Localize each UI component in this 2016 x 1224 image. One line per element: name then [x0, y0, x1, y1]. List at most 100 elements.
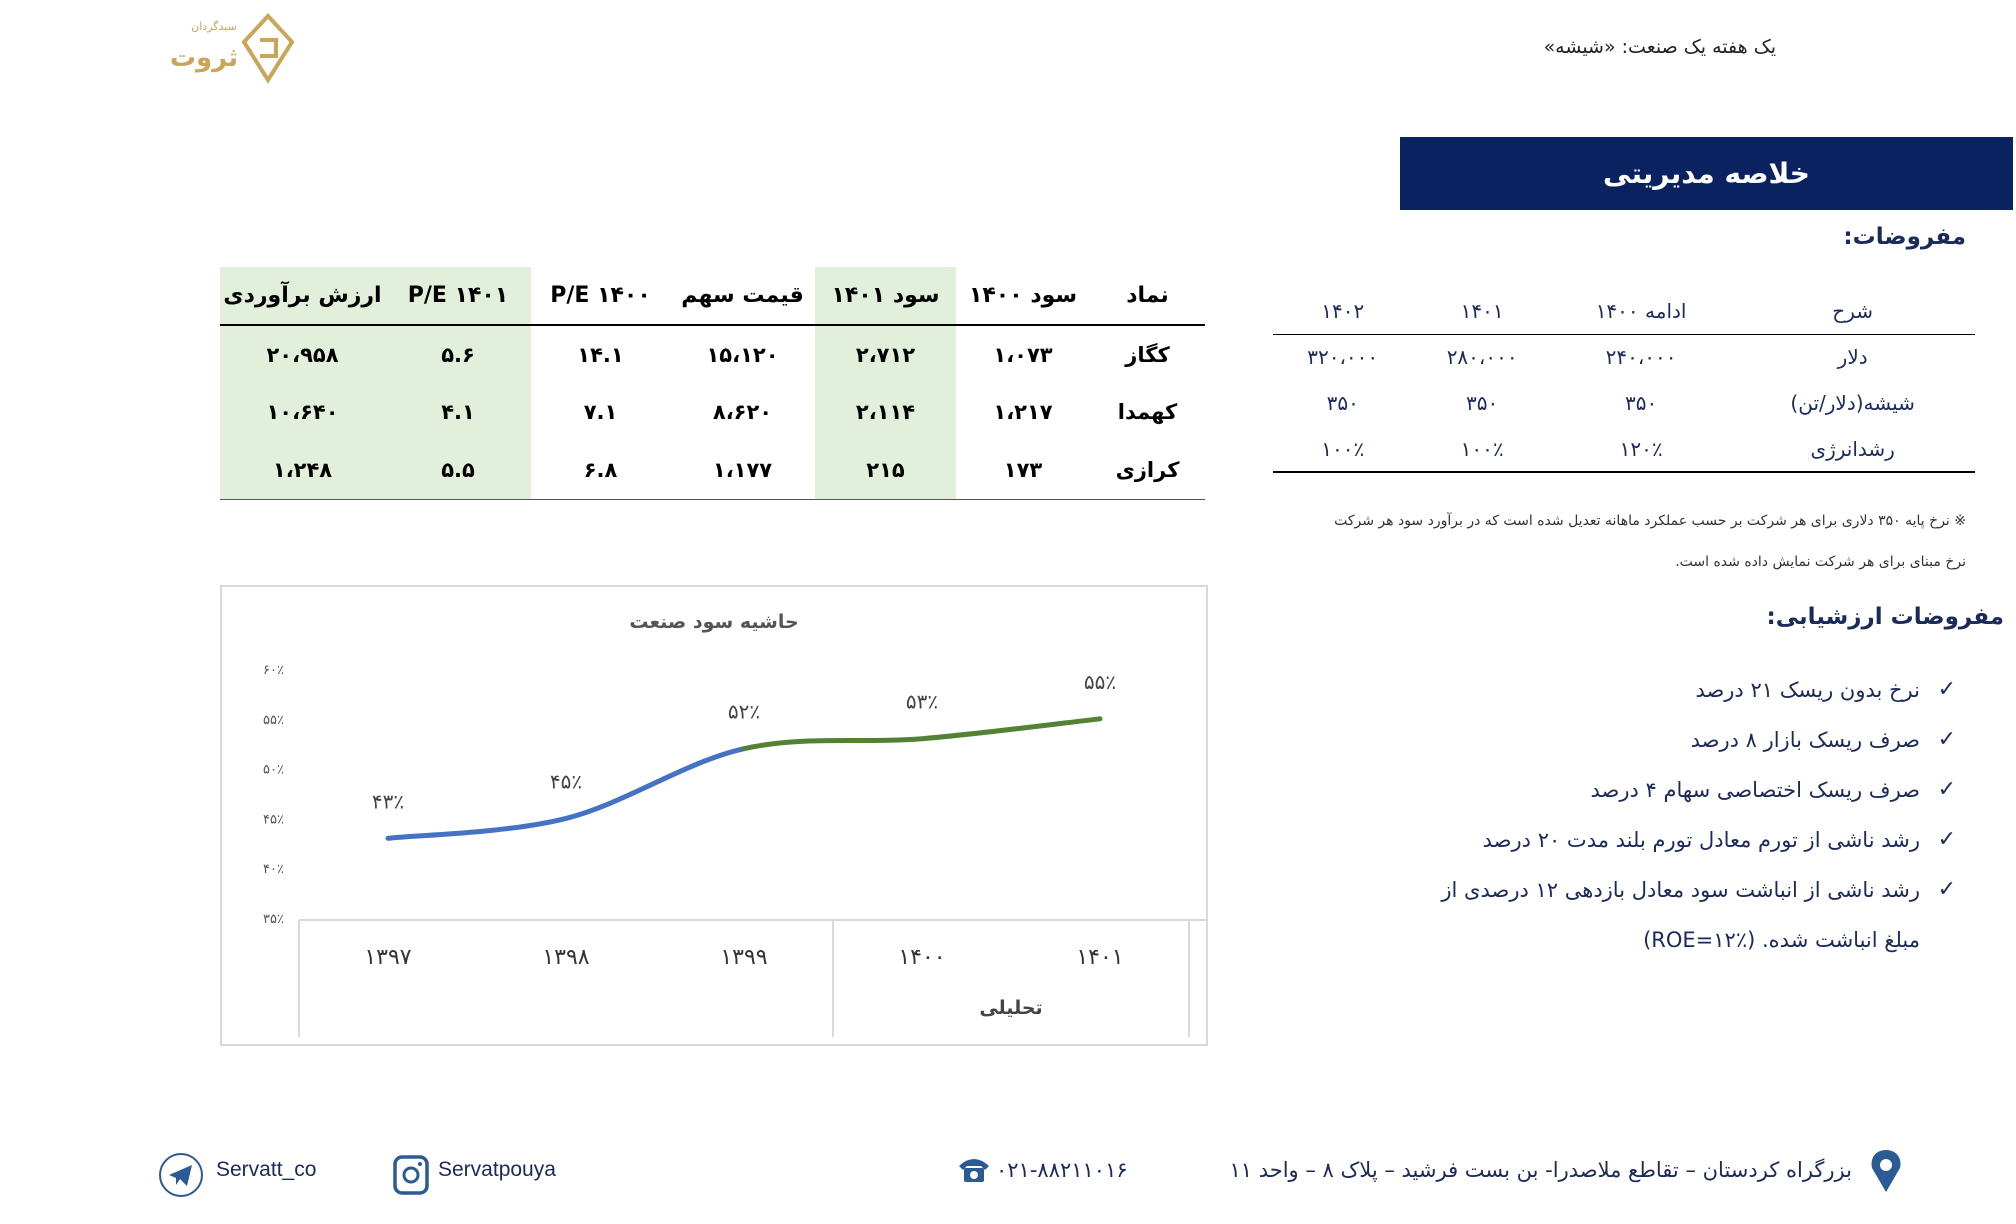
instagram-icon[interactable] — [392, 1154, 430, 1196]
valuation-heading: مفروضات ارزشیابی: — [1766, 604, 2005, 630]
table-row: رشدانرژی ۱۲۰٪ ۱۰۰٪ ۱۰۰٪ — [1273, 426, 1975, 473]
svg-text:سبدگردان: سبدگردان — [191, 20, 237, 33]
check-icon: ✓ — [1937, 777, 1956, 802]
x-tick-label: ۱۴۰۱ — [1076, 945, 1123, 970]
telegram-handle[interactable]: Servatt_co — [216, 1158, 317, 1181]
table-header-row: شرح ادامه ۱۴۰۰ ۱۴۰۱ ۱۴۰۲ — [1273, 288, 1975, 335]
data-label: ۵۳٪ — [906, 690, 938, 714]
cell: ۳۵۰ — [1326, 391, 1359, 415]
table-row: شیشه(دلار/تن) ۳۵۰ ۳۵۰ ۳۵۰ — [1273, 380, 1975, 426]
footnote-line-2: نرخ مبنای برای هر شرکت نمایش داده شده اس… — [1675, 554, 1966, 570]
list-item: ✓ صرف ریسک بازار ۸ درصد — [1441, 715, 1956, 765]
cell: ۱۰،۶۴۰ — [220, 383, 385, 441]
cell: ۳۲۰،۰۰۰ — [1307, 345, 1379, 370]
table-row: کگاز ۱،۰۷۳ ۲،۷۱۲ ۱۵،۱۲۰ ۱۴.۱ ۵.۶ ۲۰،۹۵۸ — [220, 325, 1205, 383]
column-header: سود ۱۴۰۱ — [815, 267, 956, 326]
check-icon: ✓ — [1937, 877, 1956, 902]
check-icon: ✓ — [1937, 827, 1956, 852]
column-header: سود ۱۴۰۰ — [956, 267, 1090, 326]
x-tick-label: ۱۳۹۷ — [364, 945, 411, 970]
x-group-label: تحلیلی — [979, 997, 1042, 1019]
cell: ۲۱۵ — [815, 441, 956, 500]
chart-title: حاشیه سود صنعت — [629, 611, 799, 633]
column-header: شرح — [1730, 288, 1975, 335]
y-tick-label: ۴۵٪ — [263, 812, 284, 827]
cell: ۲،۷۱۲ — [815, 325, 956, 383]
phone-number: ۰۲۱-۸۸۲۱۱۰۱۶ — [996, 1158, 1128, 1182]
y-tick-label: ۶۰٪ — [263, 663, 284, 678]
list-item-text: نرخ بدون ریسک ۲۱ درصد — [1695, 678, 1920, 702]
location-pin-icon — [1871, 1150, 1901, 1192]
column-header: قیمت سهم — [670, 267, 815, 326]
column-header: ۱۴۰۱ — [1412, 288, 1552, 335]
cell: کهمدا — [1117, 400, 1178, 424]
check-icon: ✓ — [1937, 727, 1956, 752]
data-label: ۵۲٪ — [728, 700, 760, 724]
profit-margin-chart: حاشیه سود صنعت ۶۰٪ ۵۵٪ ۵۰٪ ۴۵٪ ۴۰٪ ۳۵٪ ۱۳۹۷ ۱۳۹… — [220, 585, 1208, 1046]
cell: ۱۴.۱ — [577, 342, 624, 367]
cell: ۲۴۰،۰۰۰ — [1605, 345, 1677, 370]
x-tick-label: ۱۳۹۹ — [720, 945, 767, 970]
assumptions-table: شرح ادامه ۱۴۰۰ ۱۴۰۱ ۱۴۰۲ دلار ۲۴۰،۰۰۰ ۲۸۰،… — [1273, 288, 1975, 473]
cell: ۲،۱۱۴ — [815, 383, 956, 441]
table-row: دلار ۲۴۰،۰۰۰ ۲۸۰،۰۰۰ ۳۲۰،۰۰۰ — [1273, 334, 1975, 380]
table-row: کهمدا ۱،۲۱۷ ۲،۱۱۴ ۸،۶۲۰ ۷.۱ ۴.۱ ۱۰،۶۴۰ — [220, 383, 1205, 441]
cell: ۶.۸ — [531, 441, 670, 500]
cell: رشدانرژی — [1730, 426, 1975, 473]
table-header-row: نماد سود ۱۴۰۰ سود ۱۴۰۱ قیمت سهم P/E ۱۴۰۰… — [220, 267, 1205, 326]
cell: ۵.۵ — [385, 441, 531, 500]
data-label: ۴۳٪ — [372, 789, 404, 813]
cell: ۴.۱ — [385, 383, 531, 441]
section-banner: خلاصه مدیریتی — [1400, 137, 2013, 210]
cell: دلار — [1837, 345, 1868, 370]
company-logo: سبدگردان ثروت — [160, 8, 300, 84]
data-label: ۵۵٪ — [1084, 670, 1116, 694]
list-item: ✓ نرخ بدون ریسک ۲۱ درصد — [1441, 665, 1956, 715]
assumptions-heading: مفروضات: — [1843, 224, 1966, 250]
list-item-continuation: مبلغ انباشت شده. (ROE=۱۲٪) — [1643, 928, 1920, 952]
data-label: ۴۵٪ — [550, 769, 582, 793]
cell: ۱۷۳ — [956, 441, 1090, 500]
valuation-list: ✓ نرخ بدون ریسک ۲۱ درصد ✓ صرف ریسک بازار ۸… — [1441, 665, 1956, 965]
column-header: ادامه ۱۴۰۰ — [1551, 288, 1731, 335]
chart-plot: ۶۰٪ ۵۵٪ ۵۰٪ ۴۵٪ ۴۰٪ ۳۵٪ ۱۳۹۷ ۱۳۹۸ ۱۳۹۹ ۱۴۰۰ ۱۴۰۱ تح… — [263, 663, 1206, 1037]
column-header: نماد — [1090, 267, 1205, 326]
address: بزرگراه کردستان – تقاطع ملاصدرا- بن بست … — [1229, 1158, 1852, 1182]
svg-text:ثروت: ثروت — [170, 43, 238, 73]
cell: ۱،۲۱۷ — [993, 400, 1053, 424]
list-item-text: صرف ریسک اختصاصی سهام ۴ درصد — [1590, 778, 1921, 802]
list-item-text: صرف ریسک بازار ۸ درصد — [1690, 728, 1920, 752]
y-tick-label: ۵۰٪ — [263, 763, 284, 778]
x-tick-label: ۱۴۰۰ — [898, 945, 945, 970]
check-icon: ✓ — [1937, 677, 1956, 702]
cell: شیشه(دلار/تن) — [1790, 391, 1915, 415]
y-tick-label: ۵۵٪ — [263, 713, 284, 728]
list-item: ✓ رشد ناشی از تورم معادل تورم بلند مدت ۲۰… — [1441, 815, 1956, 865]
cell: ۲۸۰،۰۰۰ — [1446, 345, 1518, 370]
x-tick-label: ۱۳۹۸ — [542, 945, 589, 970]
instagram-handle[interactable]: Servatpouya — [438, 1158, 556, 1181]
column-header: P/E ۱۴۰۰ — [531, 267, 670, 326]
telegram-icon[interactable] — [158, 1152, 204, 1198]
phone-icon — [959, 1159, 989, 1182]
cell: ۸،۶۲۰ — [712, 400, 773, 424]
document-title: یک هفته یک صنعت: «شیشه» — [1543, 36, 1776, 58]
column-header: ۱۴۰۲ — [1273, 288, 1413, 335]
historical-series-line — [385, 746, 747, 841]
cell: ۱۵،۱۲۰ — [706, 342, 779, 367]
valuation-table: نماد سود ۱۴۰۰ سود ۱۴۰۱ قیمت سهم P/E ۱۴۰۰… — [220, 267, 1205, 500]
cell: ۷.۱ — [583, 400, 618, 424]
footnote-line-1: ※ نرخ پایه ۳۵۰ دلاری برای هر شرکت بر حسب… — [1334, 513, 1966, 529]
cell: ۱،۱۷۷ — [670, 441, 815, 500]
cell: ۲۰،۹۵۸ — [220, 325, 385, 383]
cell: ۱،۰۷۳ — [993, 342, 1053, 367]
cell: کرازی — [1090, 441, 1205, 500]
list-item-text: رشد ناشی از انباشت سود معادل بازدهی ۱۲ د… — [1441, 878, 1920, 902]
list-item: ✓ رشد ناشی از انباشت سود معادل بازدهی ۱۲ … — [1441, 865, 1956, 915]
footer: Servatt_co Servatpouya ۰۲۱-۸۸۲۱۱۰۱۶ بزرگ… — [0, 1148, 2016, 1198]
column-header: P/E ۱۴۰۱ — [385, 267, 531, 326]
forecast-series-line — [741, 716, 1103, 752]
cell: کگاز — [1125, 342, 1170, 367]
list-item: ✓ صرف ریسک اختصاصی سهام ۴ درصد — [1441, 765, 1957, 815]
list-item-text: رشد ناشی از تورم معادل تورم بلند مدت ۲۰ … — [1482, 828, 1920, 852]
